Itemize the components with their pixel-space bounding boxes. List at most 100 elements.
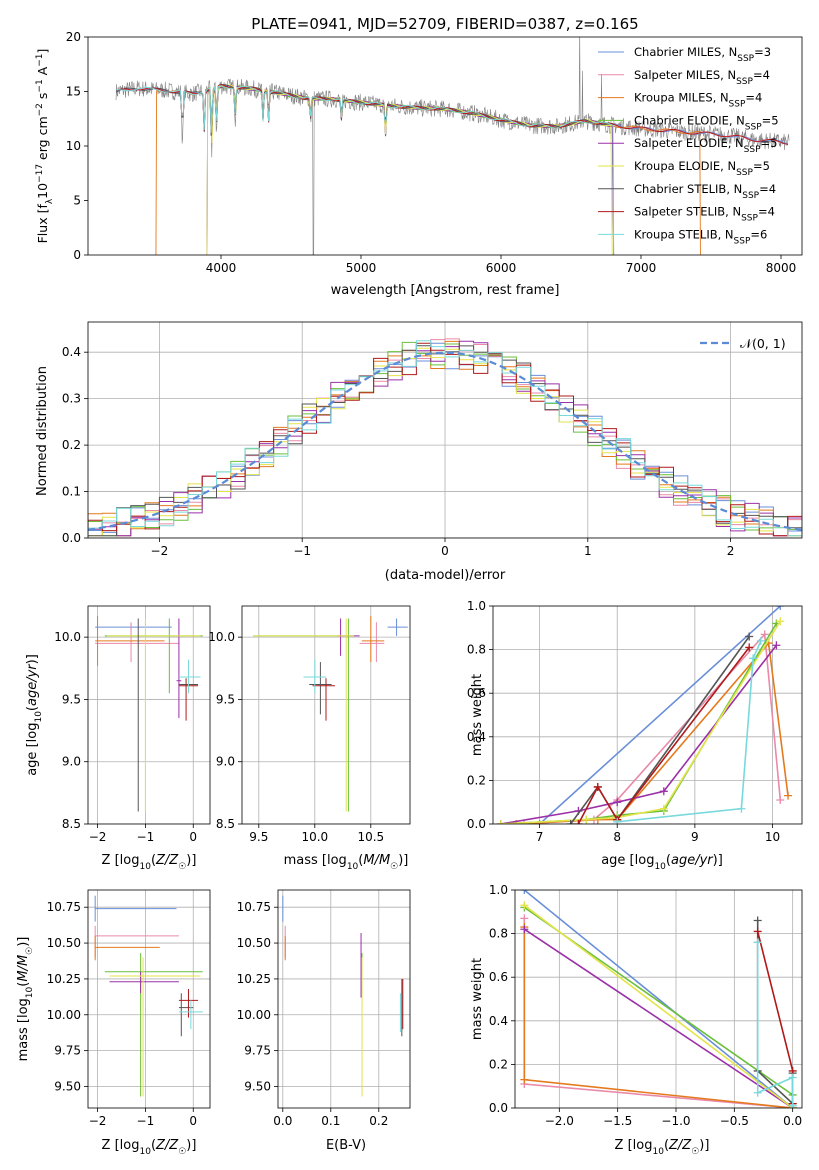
y-tick-label: 9.5 (62, 692, 81, 706)
label-part: −17 (35, 164, 45, 183)
model-spectrum-line (115, 84, 615, 255)
legend-label: Salpeter STELIB, NSSP=4 (634, 205, 775, 224)
y-tick-label: 9.75 (54, 1044, 81, 1058)
label-part: )] (713, 853, 723, 868)
y-tick-label: 9.50 (54, 1079, 81, 1093)
label-part: =5 (753, 159, 770, 173)
y-tick-label: 0.1 (62, 485, 81, 499)
axes-spectrum: 4000 5000 6000 7000 8000 0 5 10 15 20 Chabrier MIL… (35, 30, 803, 298)
label-part: mass [log (16, 998, 31, 1061)
x-tick-label: −1 (293, 544, 311, 558)
label-part: SSP (744, 145, 761, 155)
label-part: age/yr (25, 663, 40, 706)
label-part: )] (398, 853, 408, 868)
gaussian-curve (88, 351, 802, 531)
x-axis-label: age [log10(age/yr)] (601, 853, 723, 872)
label-part: 10 (25, 986, 35, 998)
axes-frame (277, 889, 411, 1109)
y-axis-label: age [log10(age/yr)] (25, 654, 44, 776)
series-marker (613, 817, 622, 824)
x-tick-label: 4000 (206, 261, 237, 275)
label-part: Salpeter STELIB, N (634, 205, 741, 219)
label-part: Chabrier STELIB, N (634, 182, 742, 196)
label-part: Z/Z (668, 1138, 692, 1153)
axes-frame (492, 605, 803, 825)
y-tick-label: 0.3 (62, 392, 81, 406)
label-part: =4 (753, 68, 770, 82)
series-marker (520, 914, 529, 923)
legend-label: Salpeter MILES, NSSP=4 (634, 68, 770, 87)
label-part: Kroupa ELODIE, N (634, 159, 736, 173)
y-tick-label: 5 (73, 194, 81, 208)
label-part: −1 (35, 54, 45, 67)
series-marker (788, 1073, 797, 1082)
y-axis-label: mass weight (470, 674, 485, 756)
series-marker (737, 804, 746, 813)
axes-mass-vs-ebv: 0.0 0.1 0.2 9.50 9.75 10.00 10.25 10.50 10.75 E(B… (237, 889, 411, 1153)
axes-weight-vs-Z: −2.0 −1.5 −1.0 −0.5 0.0 0.0 0.2 0.4 0.6 0.8 1.0 Z [… (470, 883, 803, 1157)
label-part: A (35, 66, 50, 79)
label-part: Z [log (615, 1138, 653, 1153)
legend-label: Salpeter ELODIE, NSSP=5 (634, 136, 777, 155)
y-tick-label: 10.75 (237, 900, 271, 914)
x-tick-label: 9.5 (249, 830, 268, 844)
x-tick-label: −2 (89, 830, 107, 844)
y-tick-label: 9.5 (216, 692, 235, 706)
y-tick-label: 9.50 (244, 1079, 271, 1093)
series-marker (566, 820, 575, 824)
label-part: SSP (729, 100, 746, 110)
label-part: 10 (652, 1147, 664, 1157)
plot-area (278, 890, 410, 1108)
y-tick-label: 10.0 (208, 630, 235, 644)
series-line (523, 928, 794, 1108)
series-marker (613, 798, 622, 807)
x-tick-label: 0 (189, 830, 197, 844)
series-line (756, 920, 794, 1106)
label-part: 10 (139, 1147, 151, 1157)
y-axis-label: Normed distribution (35, 366, 50, 496)
series-marker (659, 804, 668, 813)
data-spectrum-line (115, 37, 790, 255)
series-marker (520, 890, 529, 894)
label-part: 10 (347, 862, 359, 872)
x-tick-label: −1 (137, 1114, 155, 1128)
label-part: )] (16, 937, 31, 947)
label-part: s (35, 93, 50, 104)
label-part: ( (664, 1138, 669, 1153)
plot-area (115, 37, 790, 255)
x-tick-label: −0.5 (720, 1114, 749, 1128)
series-marker (753, 1088, 762, 1097)
label-part: erg cm (35, 116, 50, 164)
series-line (756, 931, 794, 1104)
x-axis-label: Z [log10(Z/Z☉)] (102, 853, 197, 872)
label-part: )] (186, 1138, 196, 1153)
label-part: Chabrier ELODIE, N (634, 113, 745, 127)
label-part: Z [log (102, 1138, 140, 1153)
series-marker (745, 643, 754, 652)
series-marker (593, 782, 602, 791)
series-marker (745, 632, 754, 641)
x-axis-label: (data-model)/error (385, 568, 506, 583)
legend-label: Chabrier MILES, NSSP=3 (634, 45, 771, 64)
axes-residuals: −2 −1 0 1 2 0.0 0.1 0.2 0.3 0.4 𝒩(0, 1) (data-model… (35, 321, 803, 583)
label-part: −1 (35, 79, 45, 92)
label-part: ( (666, 853, 671, 868)
x-tick-label: 0 (189, 1114, 197, 1128)
y-tick-label: 0.2 (62, 438, 81, 452)
series-marker (520, 925, 529, 934)
series-marker (520, 1075, 529, 1084)
label-part: SSP (742, 191, 759, 201)
y-tick-label: 10.50 (47, 936, 81, 950)
label-part: 10 (139, 862, 151, 872)
series-marker (520, 901, 529, 910)
y-tick-label: 10.25 (47, 972, 81, 986)
label-part: =5 (761, 136, 778, 150)
y-tick-label: 15 (66, 85, 81, 99)
label-part: ( (25, 706, 40, 711)
legend-label: Kroupa STELIB, NSSP=6 (634, 227, 767, 246)
series-marker (753, 916, 762, 925)
label-part: ☉ (178, 1147, 186, 1157)
y-tick-label: 10.00 (47, 1008, 81, 1022)
